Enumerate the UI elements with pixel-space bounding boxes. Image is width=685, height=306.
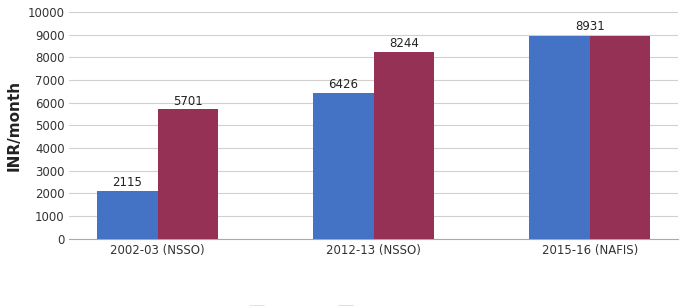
Y-axis label: INR/month: INR/month [7,80,22,171]
Text: 6426: 6426 [328,78,358,91]
Bar [158,110,218,239]
Text: 8244: 8244 [389,37,419,50]
Text: 5701: 5701 [173,95,203,108]
Bar [313,93,374,239]
Bar [590,36,650,239]
Bar [530,36,590,239]
Text: 2115: 2115 [112,176,142,189]
Bar [97,191,158,239]
Bar [374,52,434,239]
Text: 8931: 8931 [575,21,605,33]
